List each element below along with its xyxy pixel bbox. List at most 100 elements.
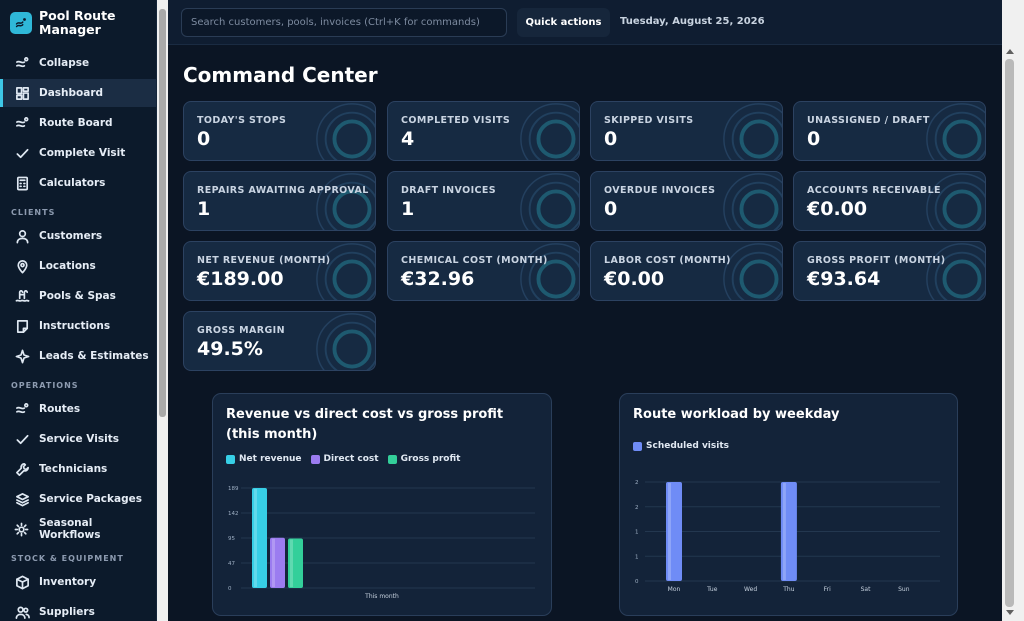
ring-decoration-icon <box>926 173 985 230</box>
ring-decoration-icon <box>926 243 985 300</box>
bar-highlight <box>254 489 257 587</box>
kpi-card-gross-margin[interactable]: GROSS MARGIN 49.5% <box>183 311 376 371</box>
legend-direct-cost[interactable]: Direct cost <box>310 454 379 464</box>
kpi-value: 0 <box>604 128 618 150</box>
kpi-card-unassigned-draft[interactable]: UNASSIGNED / DRAFT 0 <box>793 101 986 161</box>
scroll-up-icon[interactable] <box>1006 49 1014 54</box>
kpi-card-overdue-invoices[interactable]: OVERDUE INVOICES 0 <box>590 171 783 231</box>
route-icon <box>14 55 30 71</box>
kpi-label: GROSS MARGIN <box>197 325 285 336</box>
bar-gross-profit[interactable] <box>288 538 303 588</box>
sidebar-scrollbar-thumb[interactable] <box>159 9 166 417</box>
sidebar-item-pools-and-spas[interactable]: Pools & Spas <box>0 282 156 310</box>
brand-logo-icon <box>10 12 32 34</box>
sidebar-section-stock-and-equipment: STOCK & EQUIPMENT <box>11 554 124 563</box>
y-tick-label: 47 <box>228 561 235 567</box>
brand[interactable]: Pool Route Manager <box>10 9 129 37</box>
legend-scheduled-visits[interactable]: Scheduled visits <box>633 441 729 451</box>
kpi-value: €93.64 <box>807 268 881 290</box>
sidebar-item-leads-and-estimates[interactable]: Leads & Estimates <box>0 342 156 370</box>
kpi-card-gross-profit-month[interactable]: GROSS PROFIT (MONTH) €93.64 <box>793 241 986 301</box>
sidebar-item-customers[interactable]: Customers <box>0 222 156 250</box>
kpi-label: TODAY'S STOPS <box>197 115 287 126</box>
sidebar-item-label: Instructions <box>39 320 111 332</box>
legend-swatch <box>387 454 397 464</box>
kpi-card-today-s-stops[interactable]: TODAY'S STOPS 0 <box>183 101 376 161</box>
bar-highlight <box>290 539 293 587</box>
revenue-chart-legend: Net revenue Direct cost Gross profit <box>226 454 469 464</box>
bar-highlight <box>782 483 786 580</box>
sidebar-item-seasonal-workflows[interactable]: Seasonal Workflows <box>0 515 156 543</box>
ring-decoration-icon <box>723 173 782 230</box>
bar-direct-cost[interactable] <box>270 537 285 588</box>
sidebar-item-routes[interactable]: Routes <box>0 395 156 423</box>
y-tick-label: 189 <box>228 486 239 492</box>
sidebar-item-label: Pools & Spas <box>39 290 116 302</box>
kpi-label: SKIPPED VISITS <box>604 115 694 126</box>
workload-chart-title: Route workload by weekday <box>633 407 840 422</box>
pool-ladder-icon <box>14 288 30 304</box>
sidebar-item-label: Technicians <box>39 463 108 475</box>
kpi-card-labor-cost-month[interactable]: LABOR COST (MONTH) €0.00 <box>590 241 783 301</box>
kpi-card-repairs-awaiting-approval[interactable]: REPAIRS AWAITING APPROVAL 1 <box>183 171 376 231</box>
x-tick-label: This month <box>364 593 399 600</box>
kpi-card-completed-visits[interactable]: COMPLETED VISITS 4 <box>387 101 580 161</box>
legend-swatch <box>633 441 642 451</box>
main-scrollbar-thumb[interactable] <box>1005 59 1014 607</box>
check-icon <box>14 145 30 161</box>
quick-actions-button[interactable]: Quick actions <box>517 8 610 37</box>
map-pin-icon <box>14 258 30 274</box>
sidebar-item-locations[interactable]: Locations <box>0 252 156 280</box>
kpi-card-net-revenue-month[interactable]: NET REVENUE (MONTH) €189.00 <box>183 241 376 301</box>
bar-scheduled-visits-thu[interactable] <box>780 482 797 581</box>
ring-decoration-icon <box>316 313 375 370</box>
bar-scheduled-visits-mon[interactable] <box>666 482 682 581</box>
ring-decoration-icon <box>926 103 985 160</box>
kpi-card-chemical-cost-month[interactable]: CHEMICAL COST (MONTH) €32.96 <box>387 241 580 301</box>
ring-decoration-icon <box>520 173 579 230</box>
kpi-value: 1 <box>197 198 211 220</box>
x-tick-label: Wed <box>744 586 757 593</box>
y-tick-label: 0 <box>228 586 232 592</box>
search-input[interactable] <box>181 8 507 37</box>
sidebar-item-calculators[interactable]: Calculators <box>0 169 156 197</box>
kpi-card-skipped-visits[interactable]: SKIPPED VISITS 0 <box>590 101 783 161</box>
kpi-card-draft-invoices[interactable]: DRAFT INVOICES 1 <box>387 171 580 231</box>
legend-gross-profit[interactable]: Gross profit <box>387 454 460 464</box>
sidebar-item-dashboard[interactable]: Dashboard <box>0 79 156 107</box>
scroll-down-icon[interactable] <box>1006 610 1014 615</box>
y-tick-label: 2 <box>635 480 639 486</box>
sidebar-item-complete-visit[interactable]: Complete Visit <box>0 139 156 167</box>
legend-net-revenue[interactable]: Net revenue <box>226 454 302 464</box>
sidebar-item-label: Leads & Estimates <box>39 350 149 362</box>
sidebar-item-label: Inventory <box>39 576 97 588</box>
kpi-label: OVERDUE INVOICES <box>604 185 716 196</box>
page-title: Command Center <box>183 63 378 87</box>
x-tick-label: Mon <box>668 586 681 593</box>
sidebar-item-service-visits[interactable]: Service Visits <box>0 425 156 453</box>
kpi-label: NET REVENUE (MONTH) <box>197 255 331 266</box>
sidebar-item-suppliers[interactable]: Suppliers <box>0 598 156 621</box>
kpi-value: €0.00 <box>807 198 868 220</box>
sidebar-item-instructions[interactable]: Instructions <box>0 312 156 340</box>
sidebar-item-inventory[interactable]: Inventory <box>0 568 156 596</box>
layers-icon <box>14 491 30 507</box>
sidebar-item-technicians[interactable]: Technicians <box>0 455 156 483</box>
workload-chart-legend: Scheduled visits <box>633 441 738 451</box>
kpi-value: €0.00 <box>604 268 665 290</box>
bar-net-revenue[interactable] <box>252 488 267 588</box>
users-icon <box>14 604 30 620</box>
sidebar-item-label: Locations <box>39 260 96 272</box>
sidebar-item-route-board[interactable]: Route Board <box>0 109 156 137</box>
y-tick-label: 0 <box>635 579 639 585</box>
ring-decoration-icon <box>520 243 579 300</box>
y-tick-label: 95 <box>228 536 235 542</box>
kpi-value: 1 <box>401 198 415 220</box>
kpi-value: 4 <box>401 128 415 150</box>
sidebar-item-label: Service Visits <box>39 433 119 445</box>
kpi-card-accounts-receivable[interactable]: ACCOUNTS RECEIVABLE €0.00 <box>793 171 986 231</box>
sidebar: Pool Route Manager Collapse Dashboard Rout… <box>0 0 157 621</box>
sidebar-item-collapse[interactable]: Collapse <box>0 49 156 77</box>
kpi-label: UNASSIGNED / DRAFT <box>807 115 930 126</box>
sidebar-item-service-packages[interactable]: Service Packages <box>0 485 156 513</box>
